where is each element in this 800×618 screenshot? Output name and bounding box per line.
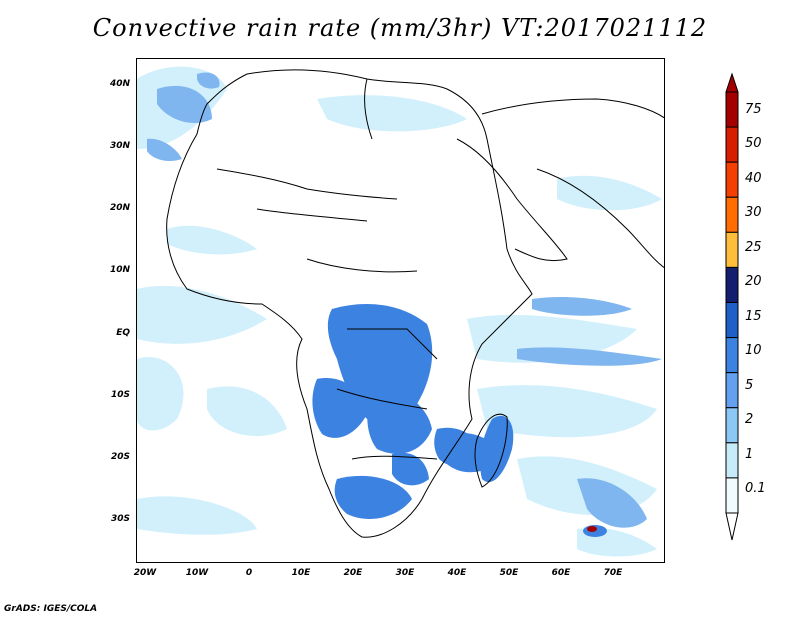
lat-tick-label: 10N: [109, 265, 130, 275]
colorbar-label: 15: [745, 309, 762, 324]
colorbar-segments: [725, 91, 739, 514]
lat-tick-label: 40N: [109, 79, 130, 89]
colorbar-segment: [725, 231, 739, 268]
heavy-rain-areas: [312, 304, 514, 519]
chart-title: Convective rain rate (mm/3hr) VT:2017021…: [92, 14, 708, 42]
lon-tick-label: 20W: [133, 568, 157, 578]
colorbar-label: 75: [745, 102, 762, 117]
moderate-rain-areas: [147, 72, 662, 528]
colorbar-label: 30: [745, 205, 762, 220]
lat-tick-label: 20S: [110, 452, 130, 462]
lat-tick-label: 30S: [110, 514, 130, 524]
colorbar-segment: [725, 442, 739, 479]
lon-tick-label: 10E: [291, 568, 311, 578]
lat-tick-label: 30N: [109, 141, 130, 151]
colorbar-label: 20: [745, 274, 762, 289]
lon-tick-label: 60E: [551, 568, 571, 578]
lat-tick-label: EQ: [116, 328, 130, 338]
lat-tick-label: 10S: [110, 390, 130, 400]
lon-tick-label: 0: [245, 568, 253, 578]
colorbar-label: 0.1: [745, 481, 766, 496]
lon-tick-label: 50E: [499, 568, 519, 578]
colorbar-segment: [725, 196, 739, 233]
colorbar-segment: [725, 407, 739, 444]
light-rain-areas: [137, 66, 662, 557]
colorbar-max-arrow: [725, 72, 739, 93]
lon-tick-label: 20E: [343, 568, 363, 578]
colorbar-segment: [725, 161, 739, 198]
colorbar-min-arrow: [725, 512, 739, 541]
colorbar-label: 25: [745, 240, 762, 255]
colorbar-label: 2: [745, 412, 754, 427]
precipitation-map: [137, 66, 664, 557]
colorbar-label: 10: [745, 343, 762, 358]
colorbar-segment: [725, 302, 739, 339]
lon-tick-label: 70E: [603, 568, 623, 578]
colorbar-label: 1: [745, 447, 754, 462]
colorbar-label: 40: [745, 171, 762, 186]
colorbar: [725, 72, 739, 541]
lon-tick-label: 30E: [395, 568, 415, 578]
map-plot-area: [136, 58, 665, 563]
colorbar-segment: [725, 126, 739, 163]
colorbar-segment: [725, 372, 739, 409]
colorbar-segment: [725, 477, 739, 514]
coastlines: [166, 69, 664, 538]
colorbar-segment: [725, 337, 739, 374]
colorbar-segment: [725, 266, 739, 304]
lon-tick-label: 40E: [447, 568, 467, 578]
colorbar-segment: [725, 91, 739, 128]
colorbar-label: 5: [745, 378, 754, 393]
intense-rain-spot: [583, 525, 607, 537]
lon-tick-label: 10W: [185, 568, 209, 578]
colorbar-label: 50: [745, 136, 762, 151]
footer-credit: GrADS: IGES/COLA: [4, 604, 98, 614]
lat-tick-label: 20N: [109, 203, 130, 213]
